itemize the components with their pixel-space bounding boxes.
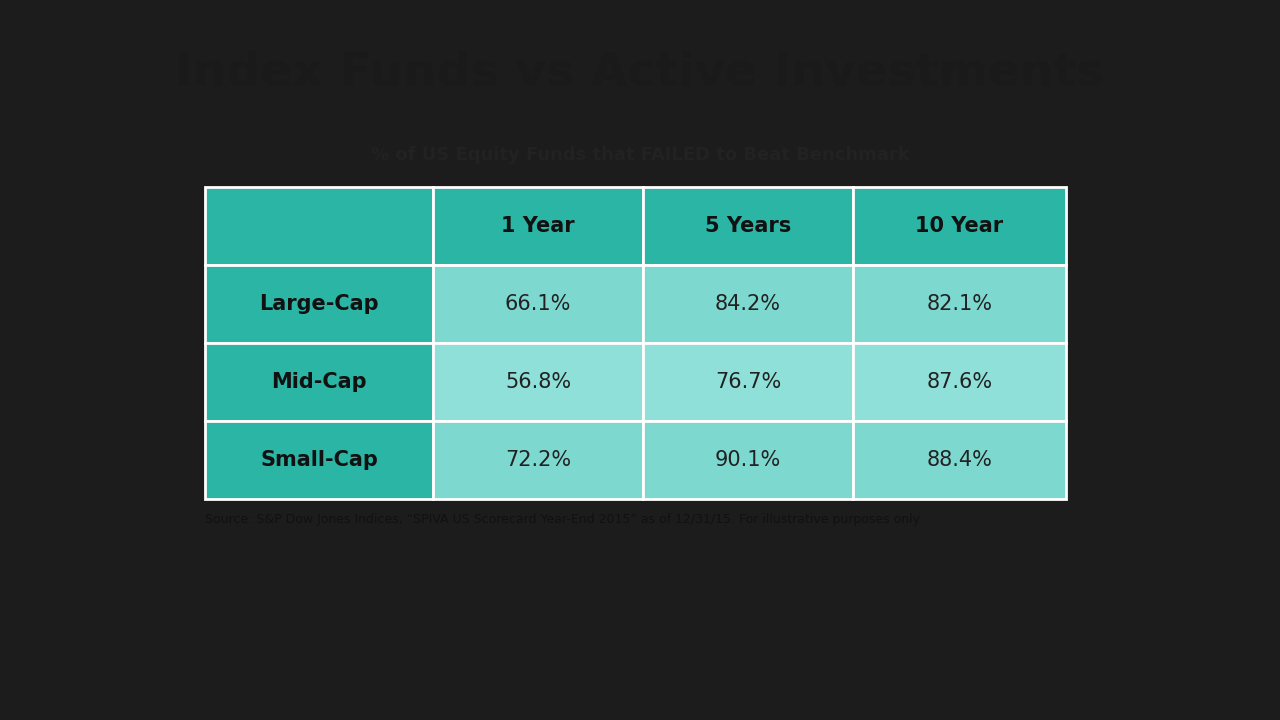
FancyBboxPatch shape bbox=[852, 265, 1066, 343]
FancyBboxPatch shape bbox=[205, 343, 433, 421]
Text: 82.1%: 82.1% bbox=[927, 294, 992, 314]
Text: Large-Cap: Large-Cap bbox=[260, 294, 379, 314]
FancyBboxPatch shape bbox=[433, 421, 643, 500]
Text: 88.4%: 88.4% bbox=[927, 450, 992, 470]
Text: 10 Year: 10 Year bbox=[915, 216, 1004, 235]
Text: % of US Equity Funds that FAILED to Beat Benchmark: % of US Equity Funds that FAILED to Beat… bbox=[371, 146, 909, 164]
Text: 66.1%: 66.1% bbox=[506, 294, 571, 314]
FancyBboxPatch shape bbox=[643, 421, 852, 500]
Text: Source: S&P Dow Jones Indices, “SPIVA US Scorecard Year-End 2015” as of 12/31/15: Source: S&P Dow Jones Indices, “SPIVA US… bbox=[205, 513, 923, 526]
FancyBboxPatch shape bbox=[643, 343, 852, 421]
Text: Index Funds vs Active Investments: Index Funds vs Active Investments bbox=[175, 50, 1105, 96]
Text: 76.7%: 76.7% bbox=[716, 372, 781, 392]
FancyBboxPatch shape bbox=[205, 265, 433, 343]
Text: 1 Year: 1 Year bbox=[502, 216, 575, 235]
FancyBboxPatch shape bbox=[643, 265, 852, 343]
Text: Small-Cap: Small-Cap bbox=[260, 450, 378, 470]
Text: 72.2%: 72.2% bbox=[506, 450, 571, 470]
FancyBboxPatch shape bbox=[433, 343, 643, 421]
Text: Mid-Cap: Mid-Cap bbox=[271, 372, 367, 392]
Text: 90.1%: 90.1% bbox=[716, 450, 781, 470]
FancyBboxPatch shape bbox=[205, 421, 433, 500]
FancyBboxPatch shape bbox=[433, 265, 643, 343]
Text: 56.8%: 56.8% bbox=[506, 372, 571, 392]
FancyBboxPatch shape bbox=[852, 421, 1066, 500]
Text: 84.2%: 84.2% bbox=[716, 294, 781, 314]
FancyBboxPatch shape bbox=[852, 186, 1066, 265]
FancyBboxPatch shape bbox=[643, 186, 852, 265]
Text: 87.6%: 87.6% bbox=[927, 372, 992, 392]
FancyBboxPatch shape bbox=[852, 343, 1066, 421]
FancyBboxPatch shape bbox=[205, 186, 433, 265]
Text: 5 Years: 5 Years bbox=[705, 216, 791, 235]
FancyBboxPatch shape bbox=[433, 186, 643, 265]
